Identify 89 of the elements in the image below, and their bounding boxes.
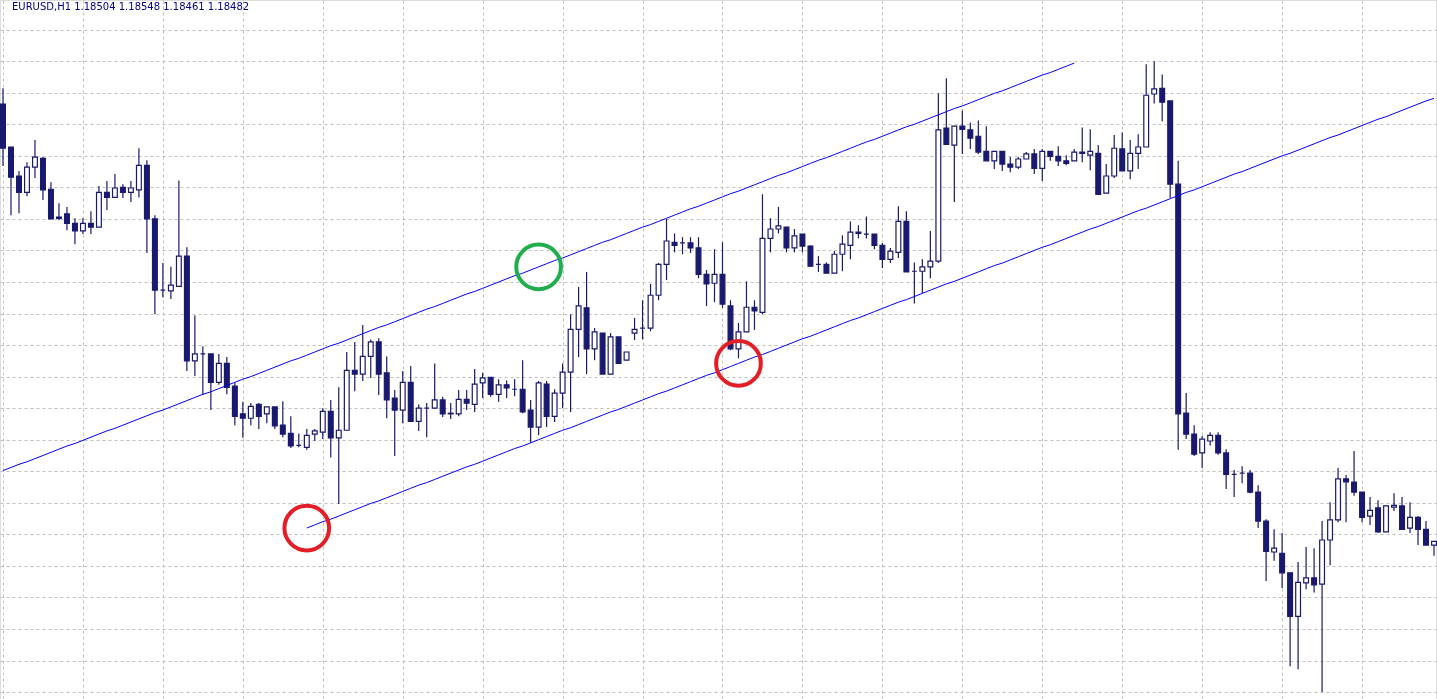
candlestick xyxy=(479,372,486,399)
candlestick xyxy=(167,266,174,300)
candlestick xyxy=(1199,435,1206,469)
candlestick xyxy=(111,173,118,199)
candlestick xyxy=(1159,73,1166,122)
candlestick xyxy=(1351,450,1358,497)
candlestick xyxy=(279,400,286,438)
candlestick xyxy=(839,234,846,272)
candlestick xyxy=(631,317,638,341)
candlestick xyxy=(959,109,966,155)
candlestick xyxy=(1271,528,1278,562)
candlestick xyxy=(471,368,478,413)
candlestick xyxy=(927,230,934,279)
candlestick xyxy=(1375,499,1382,534)
candlestick xyxy=(1311,547,1318,593)
candlestick xyxy=(807,244,814,268)
candlestick xyxy=(799,233,806,253)
candlestick xyxy=(519,359,526,414)
candlestick xyxy=(463,389,470,411)
candlestick xyxy=(999,150,1006,172)
candlestick xyxy=(1215,431,1222,456)
candlestick xyxy=(303,428,310,451)
candlestick xyxy=(1079,126,1086,163)
candlestick xyxy=(127,180,134,203)
candlestick xyxy=(943,77,950,146)
candlestick xyxy=(1279,532,1286,589)
candlestick xyxy=(1423,520,1430,546)
candlestick xyxy=(1399,496,1406,530)
candlestick xyxy=(487,376,494,398)
candlestick xyxy=(223,356,230,395)
candlestick xyxy=(1343,474,1350,523)
candlestick xyxy=(55,202,62,221)
candlestick xyxy=(1151,60,1158,105)
candlestick xyxy=(1303,546,1310,590)
candlestick xyxy=(919,258,926,294)
candlestick xyxy=(495,378,502,403)
candlestick xyxy=(1135,133,1142,170)
candlestick xyxy=(967,121,974,150)
chart-title: EURUSD,H1 1.18504 1.18548 1.18461 1.18482 xyxy=(12,1,250,12)
candlestick xyxy=(1055,145,1062,167)
candlestick xyxy=(335,386,342,505)
candlestick xyxy=(1327,501,1334,566)
candlestick xyxy=(239,401,246,439)
candlestick xyxy=(1191,424,1198,457)
candlestick xyxy=(591,327,598,361)
candlestick xyxy=(831,250,838,274)
candlestick xyxy=(103,180,110,211)
candlestick xyxy=(439,396,446,418)
candlestick xyxy=(983,125,990,162)
candlestick xyxy=(951,125,958,203)
candlestick xyxy=(527,399,534,444)
candlestick xyxy=(1223,448,1230,490)
candlestick xyxy=(15,170,22,214)
candlestick xyxy=(191,314,198,377)
candlestick xyxy=(575,286,582,358)
candlestick xyxy=(1039,148,1046,182)
candlestick xyxy=(31,139,38,179)
candlestick xyxy=(1119,131,1126,172)
candlestick xyxy=(559,362,566,409)
candlestick xyxy=(1367,496,1374,526)
candlestick xyxy=(367,338,374,379)
candlestick xyxy=(287,415,294,449)
candlestick xyxy=(63,206,70,231)
candlestick xyxy=(415,403,422,432)
candlestick xyxy=(431,362,438,409)
candlestick xyxy=(351,341,358,392)
candlestick xyxy=(1415,515,1422,546)
candlestick xyxy=(551,388,558,423)
candlestick xyxy=(1407,501,1414,534)
candlestick xyxy=(1087,128,1094,171)
candlestick xyxy=(359,324,366,382)
candlestick xyxy=(391,389,398,457)
candlestick xyxy=(455,389,462,417)
candlestick xyxy=(255,402,262,430)
candlestick xyxy=(71,217,78,245)
candlestick xyxy=(847,220,854,260)
candlestick xyxy=(1103,163,1110,194)
candlestick xyxy=(1391,492,1398,512)
candlestick xyxy=(247,402,254,426)
candlestick xyxy=(1127,139,1134,180)
candlestick xyxy=(87,210,94,235)
candlestick xyxy=(319,407,326,440)
candlestick xyxy=(975,119,982,155)
candlestick xyxy=(271,406,278,430)
candlestick xyxy=(879,242,886,269)
candlestick xyxy=(1031,148,1038,175)
candlestick xyxy=(1183,392,1190,440)
candlestick xyxy=(119,183,126,199)
candlestick xyxy=(215,353,222,386)
